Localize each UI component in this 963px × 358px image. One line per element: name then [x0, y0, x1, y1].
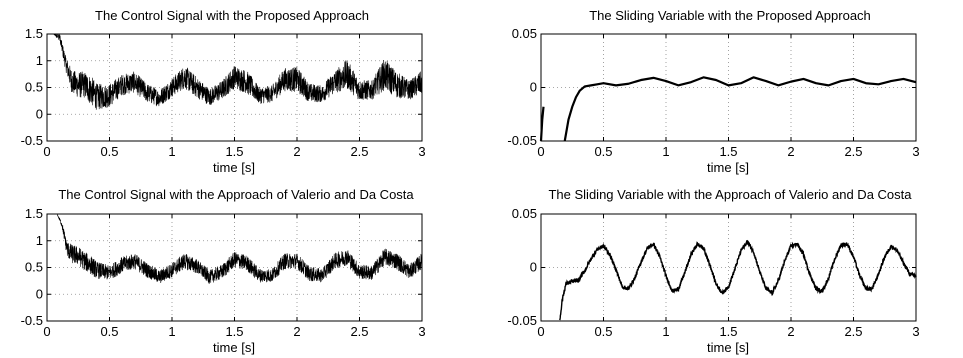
series-layer: [559, 239, 917, 321]
x-tick-label: 0: [43, 144, 50, 159]
panel-control-valerio: The Control Signal with the Approach of …: [21, 187, 426, 355]
x-axis-label: time [s]: [213, 160, 255, 175]
grid: [47, 214, 422, 321]
x-tick-label: 2: [787, 324, 794, 339]
series-line: [559, 239, 917, 321]
x-tick-label: 2.5: [350, 324, 368, 339]
x-tick-label: 2: [293, 324, 300, 339]
y-tick-label: 0.05: [512, 26, 537, 41]
x-tick-label: 1: [662, 324, 669, 339]
x-tick-label: 3: [912, 324, 919, 339]
y-ticks: -0.05 0 0.05: [507, 26, 916, 148]
x-tick-label: 0: [43, 324, 50, 339]
x-tick-label: 0.5: [100, 324, 118, 339]
y-ticks: -0.05 0 0.05: [507, 206, 916, 328]
x-tick-label: 1: [168, 144, 175, 159]
x-tick-label: 1: [168, 324, 175, 339]
y-tick-label: 1.5: [25, 206, 43, 221]
panel-sliding-proposed: The Sliding Variable with the Proposed A…: [507, 8, 919, 175]
y-tick-label: 1: [36, 53, 43, 68]
panel-control-proposed: The Control Signal with the Proposed App…: [21, 8, 426, 175]
x-tick-label: 1: [662, 144, 669, 159]
y-tick-label: 0: [530, 260, 537, 275]
x-tick-label: 0: [537, 144, 544, 159]
x-tick-label: 1.5: [719, 144, 737, 159]
y-tick-label: 0.5: [25, 80, 43, 95]
x-ticks: 0 0.5 1 1.5 2 2.5 3: [43, 34, 426, 159]
y-tick-label: 0: [530, 80, 537, 95]
x-tick-label: 2: [293, 144, 300, 159]
x-ticks: 0 0.5 1 1.5 2 2.5 3: [537, 34, 920, 159]
x-tick-label: 1.5: [719, 324, 737, 339]
x-ticks: 0 0.5 1 1.5 2 2.5 3: [537, 214, 920, 339]
y-tick-label: -0.05: [507, 313, 537, 328]
chart-title: The Control Signal with the Proposed App…: [95, 8, 369, 23]
x-tick-label: 3: [418, 324, 425, 339]
y-tick-label: 0.05: [512, 206, 537, 221]
y-tick-label: 0: [36, 106, 43, 121]
x-tick-label: 2.5: [844, 144, 862, 159]
y-tick-label: 1.5: [25, 26, 43, 41]
y-tick-label: 0.5: [25, 260, 43, 275]
chart-title: The Sliding Variable with the Approach o…: [548, 187, 912, 202]
x-ticks: 0 0.5 1 1.5 2 2.5 3: [43, 214, 426, 339]
y-tick-label: 0: [36, 286, 43, 301]
y-tick-label: -0.05: [507, 133, 537, 148]
x-axis-label: time [s]: [707, 160, 749, 175]
chart-title: The Sliding Variable with the Proposed A…: [589, 8, 871, 23]
panel-sliding-valerio: The Sliding Variable with the Approach o…: [507, 187, 919, 355]
grid: [541, 34, 916, 141]
x-tick-label: 2.5: [350, 144, 368, 159]
x-tick-label: 0: [537, 324, 544, 339]
grid: [47, 34, 422, 141]
x-tick-label: 1.5: [225, 144, 243, 159]
y-ticks: -0.5 0 0.5 1 1.5: [21, 206, 422, 328]
y-ticks: -0.5 0 0.5 1 1.5: [21, 26, 422, 148]
series-line: [47, 33, 423, 110]
x-tick-label: 0.5: [594, 324, 612, 339]
y-tick-label: -0.5: [21, 313, 43, 328]
x-tick-label: 0.5: [100, 144, 118, 159]
y-tick-label: -0.5: [21, 133, 43, 148]
series-layer: [47, 213, 423, 284]
y-tick-label: 1: [36, 233, 43, 248]
x-tick-label: 3: [912, 144, 919, 159]
series-layer: [47, 33, 423, 110]
chart-title: The Control Signal with the Approach of …: [58, 187, 414, 202]
x-tick-label: 3: [418, 144, 425, 159]
grid: [541, 214, 916, 321]
x-tick-label: 1.5: [225, 324, 243, 339]
x-axis-label: time [s]: [213, 340, 255, 355]
x-tick-label: 2: [787, 144, 794, 159]
x-tick-label: 2.5: [844, 324, 862, 339]
x-tick-label: 0.5: [594, 144, 612, 159]
x-axis-label: time [s]: [707, 340, 749, 355]
series-line: [47, 213, 423, 284]
